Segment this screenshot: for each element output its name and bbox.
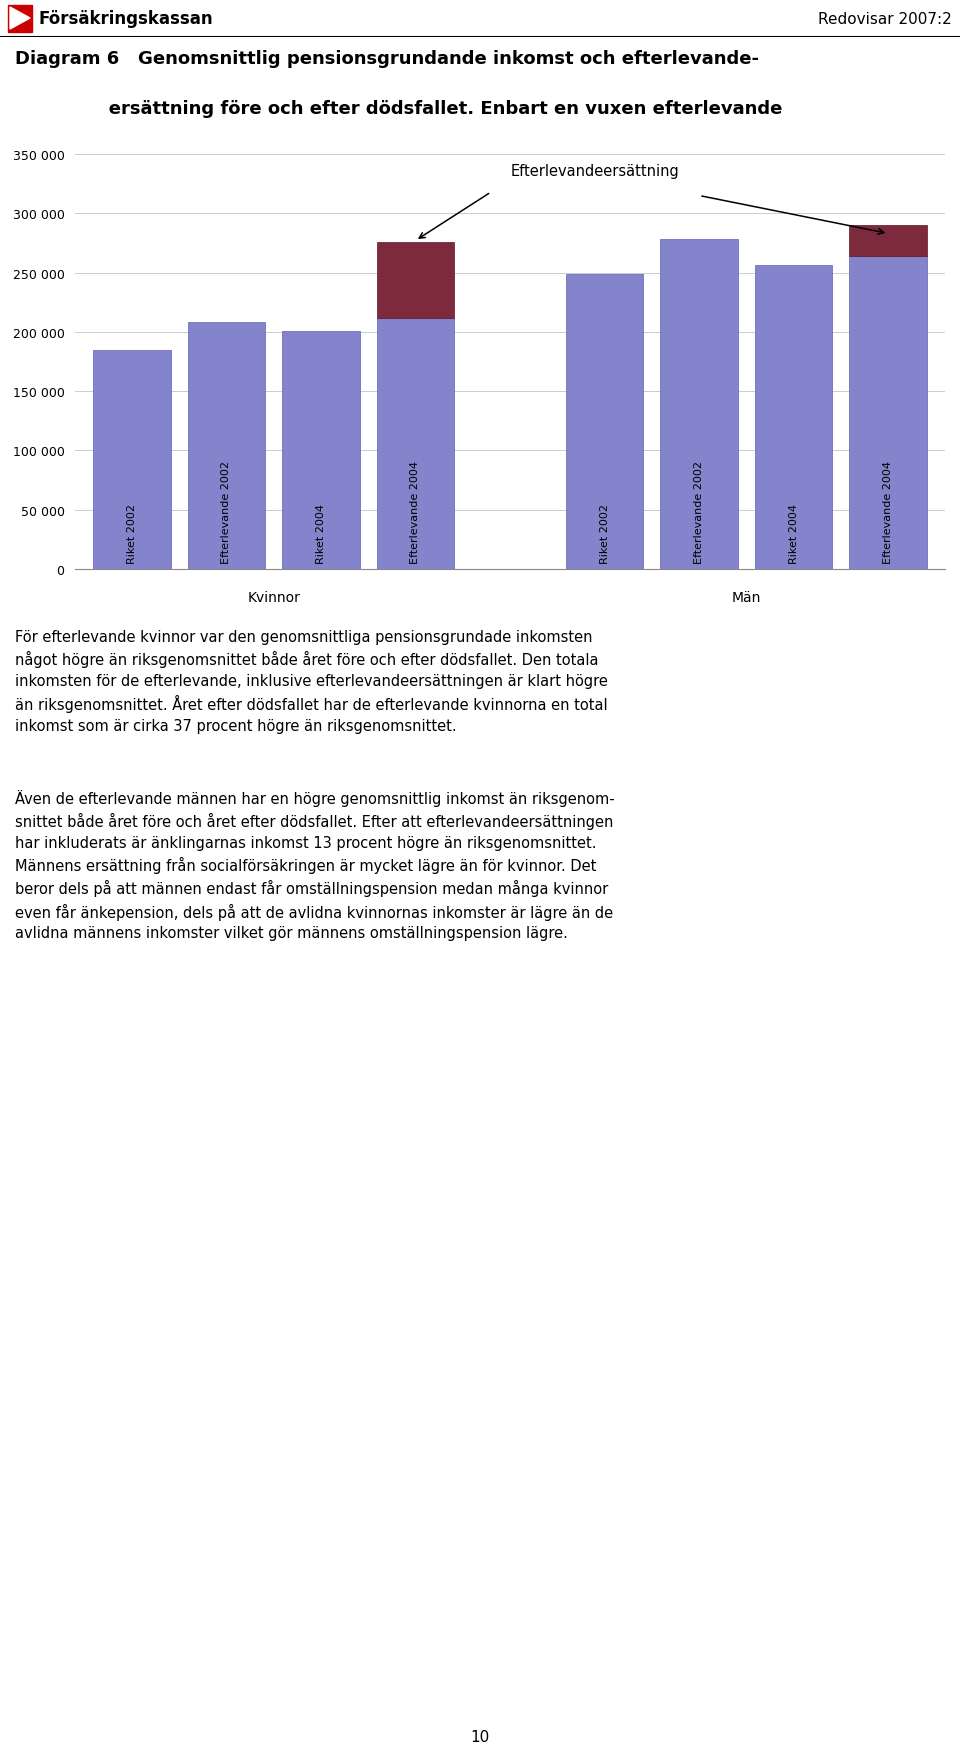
Text: 10: 10	[470, 1729, 490, 1744]
Text: Riket 2002: Riket 2002	[127, 504, 136, 563]
Text: Redovisar 2007:2: Redovisar 2007:2	[818, 12, 952, 26]
Bar	[755, 267, 832, 570]
Text: Även de efterlevande männen har en högre genomsnittlig inkomst än riksgenom-
sni: Även de efterlevande männen har en högre…	[15, 790, 614, 941]
Text: Försäkringskassan: Försäkringskassan	[38, 11, 212, 28]
Text: ersättning före och efter dödsfallet. Enbart en vuxen efterlevande: ersättning före och efter dödsfallet. En…	[15, 100, 782, 118]
Text: Diagram 6   Genomsnittlig pensionsgrundande inkomst och efterlevande-: Diagram 6 Genomsnittlig pensionsgrundand…	[15, 49, 759, 68]
Bar	[850, 226, 927, 256]
Bar	[565, 274, 643, 570]
Bar	[282, 332, 360, 570]
Bar	[660, 240, 738, 570]
Polygon shape	[10, 9, 30, 30]
Text: Efterlevandeersättning: Efterlevandeersättning	[511, 163, 680, 179]
Text: Efterlevande 2002: Efterlevande 2002	[694, 462, 704, 563]
Bar	[376, 318, 454, 570]
Text: Män: Män	[732, 591, 761, 605]
Text: Riket 2004: Riket 2004	[316, 504, 325, 563]
Text: Efterlevande 2004: Efterlevande 2004	[411, 462, 420, 563]
Text: Riket 2002: Riket 2002	[600, 504, 610, 563]
Text: Riket 2004: Riket 2004	[789, 504, 799, 563]
Bar	[850, 256, 927, 570]
Bar	[187, 323, 265, 570]
Bar	[93, 351, 171, 570]
Bar	[8, 5, 32, 33]
Text: Kvinnor: Kvinnor	[247, 591, 300, 605]
Bar	[376, 242, 454, 318]
Text: Efterlevande 2004: Efterlevande 2004	[883, 462, 893, 563]
Text: Efterlevande 2002: Efterlevande 2002	[222, 462, 231, 563]
Text: För efterlevande kvinnor var den genomsnittliga pensionsgrundade inkomsten
något: För efterlevande kvinnor var den genomsn…	[15, 630, 608, 734]
